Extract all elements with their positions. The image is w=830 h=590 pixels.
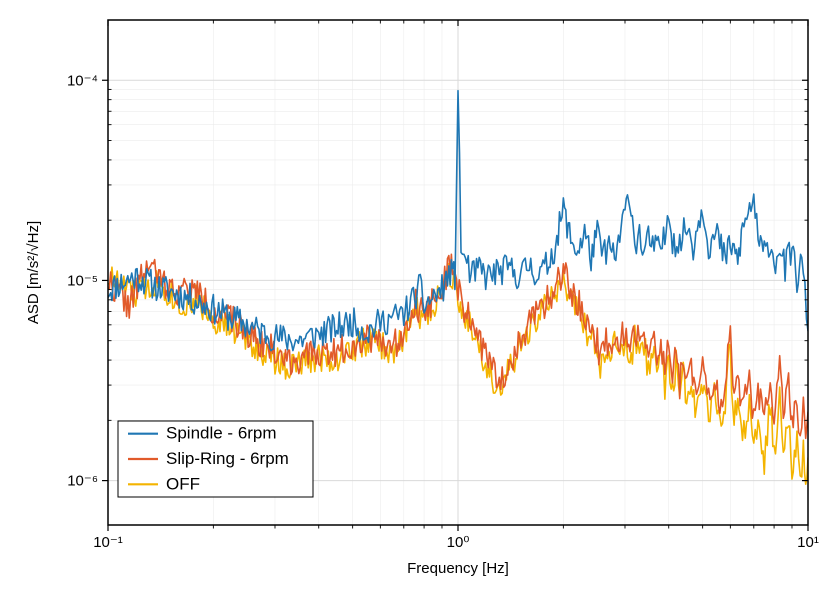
x-axis-label: Frequency [Hz] [407,560,509,577]
legend-label: OFF [166,474,200,493]
x-tick-label: 10¹ [797,534,819,551]
y-tick-label: 10⁻⁴ [67,72,98,89]
chart-container: 10⁻¹ 10⁰ 10¹ 10⁻⁶ 10⁻⁵ 10⁻⁴ Frequency [Hz] ASD … [0,0,830,590]
y-tick-label: 10⁻⁶ [67,473,98,490]
legend-label: Spindle - 6rpm [166,424,277,443]
x-tick-label: 10⁻¹ [93,534,123,551]
chart-svg: 10⁻¹ 10⁰ 10¹ 10⁻⁶ 10⁻⁵ 10⁻⁴ Frequency [Hz] ASD … [0,0,830,590]
x-tick-label: 10⁰ [447,534,470,551]
legend: Spindle - 6rpm Slip-Ring - 6rpm OFF [118,421,313,497]
y-axis-label: ASD [m/s²/√Hz] [25,221,42,324]
legend-label: Slip-Ring - 6rpm [166,449,289,468]
y-tick-label: 10⁻⁵ [67,272,98,289]
